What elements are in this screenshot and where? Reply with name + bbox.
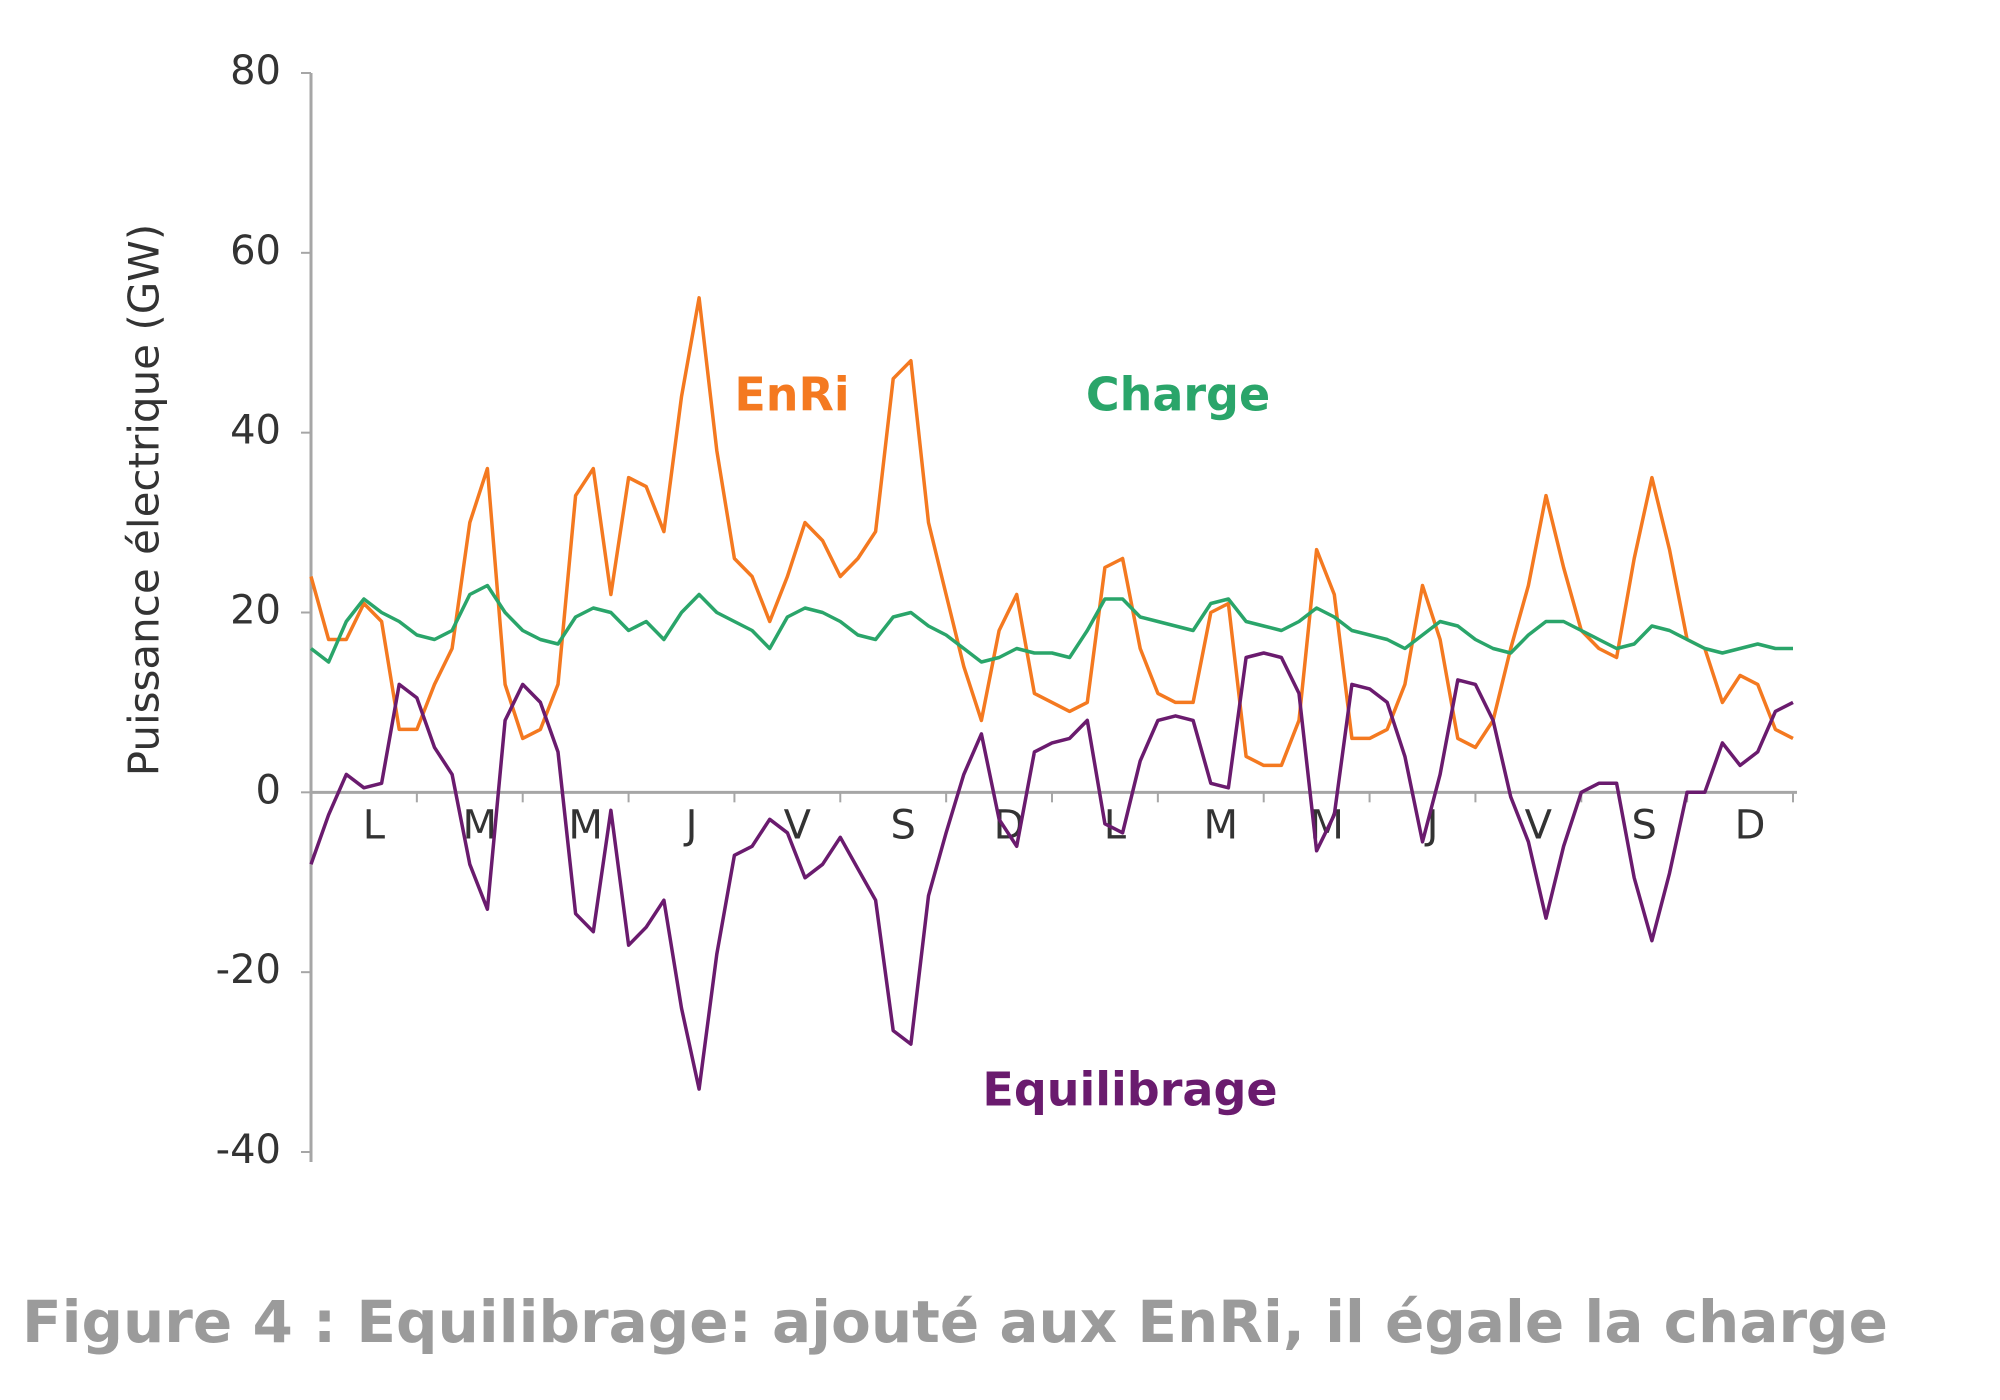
y-tick-label: 80 xyxy=(230,48,281,94)
x-tick-label: M xyxy=(1204,802,1239,848)
x-tick-label: J xyxy=(1424,802,1439,848)
y-tick-label: 60 xyxy=(230,228,281,274)
x-tick-label: D xyxy=(1735,802,1766,848)
x-tick-label: M xyxy=(568,802,603,848)
chart-title: Figure 4 : Equilibrage: ajouté aux EnRi,… xyxy=(22,1288,1888,1356)
series-line xyxy=(309,296,1794,768)
x-tick-label: V xyxy=(784,802,812,848)
y-tick-label: 20 xyxy=(230,588,281,634)
y-tick-label: -40 xyxy=(216,1127,281,1173)
y-tick-label: 40 xyxy=(230,408,281,454)
series-line xyxy=(309,651,1794,1091)
x-tick-label: S xyxy=(891,802,916,848)
series-label: Charge xyxy=(1086,368,1270,422)
series-label: Equilibrage xyxy=(982,1063,1277,1117)
x-tick-label: J xyxy=(683,802,698,848)
series-label: EnRi xyxy=(734,368,849,422)
y-tick-label: 0 xyxy=(256,767,281,813)
x-tick-label: M xyxy=(463,802,498,848)
series-line xyxy=(309,583,1793,664)
y-tick-label: -20 xyxy=(216,947,281,993)
y-axis-label: Puissance électrique (GW) xyxy=(120,224,169,776)
x-tick-label: S xyxy=(1632,802,1657,848)
x-tick-label: L xyxy=(1104,802,1127,848)
x-tick-label: L xyxy=(363,802,386,848)
